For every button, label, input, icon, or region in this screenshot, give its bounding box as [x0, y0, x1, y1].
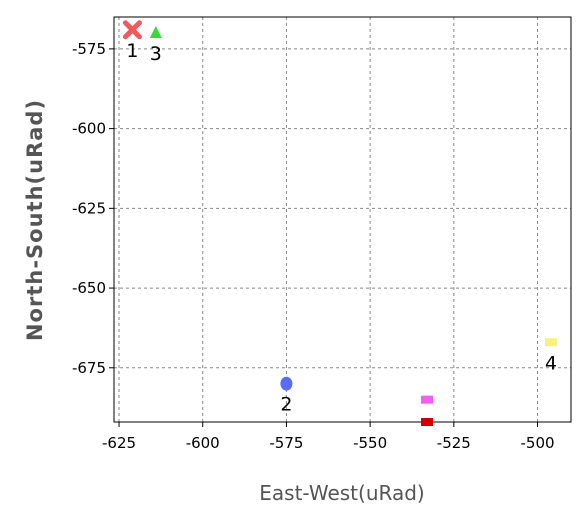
data-point-unlabeled-3 — [421, 395, 434, 404]
point-marker — [544, 338, 557, 347]
plot-area-border — [113, 16, 572, 423]
x-tick-label: -575 — [269, 434, 303, 452]
grid-lines — [114, 17, 571, 422]
point-marker — [421, 418, 434, 426]
y-tick-label: -575 — [72, 40, 106, 58]
data-point-4: 4 — [545, 338, 557, 374]
y-tick-label: -625 — [72, 199, 106, 217]
y-tick-label: -675 — [72, 359, 106, 377]
point-marker — [149, 25, 162, 38]
point-label: 3 — [150, 43, 162, 65]
x-tick-label: -525 — [437, 434, 471, 452]
point-label: 2 — [280, 394, 292, 416]
point-label: 1 — [126, 40, 138, 62]
y-tick-label: -600 — [72, 120, 106, 138]
data-point-1: 1 — [122, 20, 142, 62]
data-point-3: 3 — [149, 25, 162, 65]
data-point-unlabeled-4 — [421, 418, 434, 426]
y-tick-label: -650 — [72, 279, 106, 297]
x-tick-label: -500 — [520, 434, 554, 452]
axis-ticks: -625 -600 -575 -550 -525 -500 -575 -600 -625 -650… — [72, 40, 555, 452]
x-tick-label: -550 — [353, 434, 387, 452]
data-points: 1 3 2 4 — [122, 20, 557, 426]
point-marker — [421, 395, 434, 404]
x-axis-title: East-West(uRad) — [259, 481, 424, 505]
x-tick-label: -600 — [186, 434, 220, 452]
point-marker — [122, 20, 142, 40]
point-label: 4 — [545, 352, 557, 374]
point-marker — [280, 376, 293, 391]
data-point-2: 2 — [280, 376, 293, 416]
x-tick-label: -625 — [102, 434, 136, 452]
y-axis-title: North-South(uRad) — [23, 99, 47, 341]
